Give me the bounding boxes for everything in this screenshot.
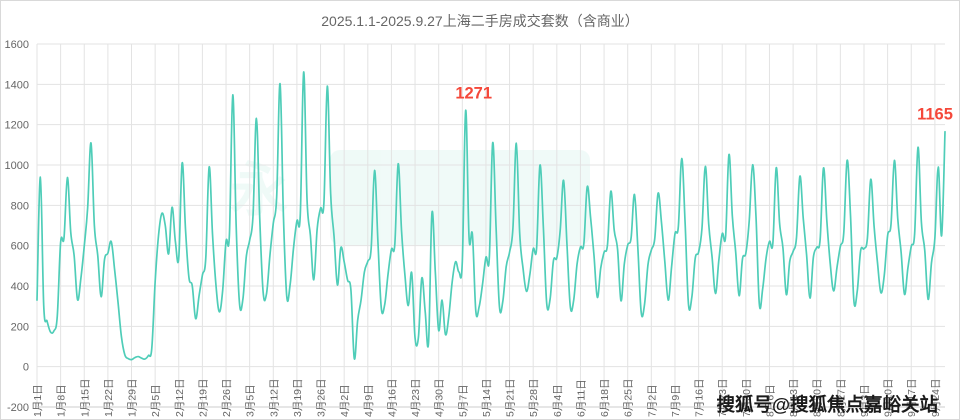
svg-text:1月29日: 1月29日 <box>127 378 139 417</box>
svg-text:7月2日: 7月2日 <box>646 384 658 417</box>
svg-text:7月16日: 7月16日 <box>694 378 706 417</box>
svg-text:1271: 1271 <box>455 84 492 102</box>
svg-text:4月23日: 4月23日 <box>410 378 422 417</box>
svg-text:1000: 1000 <box>5 160 29 172</box>
svg-text:1200: 1200 <box>5 120 29 132</box>
svg-text:6月4日: 6月4日 <box>552 384 564 417</box>
svg-text:5月7日: 5月7日 <box>457 384 469 417</box>
svg-text:0: 0 <box>23 362 29 374</box>
svg-text:1600: 1600 <box>5 39 29 51</box>
svg-text:6月25日: 6月25日 <box>623 378 635 417</box>
svg-text:200: 200 <box>11 321 29 333</box>
svg-text:7月9日: 7月9日 <box>670 384 682 417</box>
svg-text:-200: -200 <box>7 402 29 414</box>
svg-text:4月2日: 4月2日 <box>339 384 351 417</box>
svg-text:5月14日: 5月14日 <box>481 378 493 417</box>
svg-text:4月9日: 4月9日 <box>363 384 375 417</box>
svg-text:4月16日: 4月16日 <box>386 378 398 417</box>
svg-text:2月5日: 2月5日 <box>150 384 162 417</box>
svg-text:3月26日: 3月26日 <box>316 378 328 417</box>
svg-text:3月5日: 3月5日 <box>245 384 257 417</box>
svg-text:6月11日: 6月11日 <box>575 379 587 417</box>
svg-text:2月12日: 2月12日 <box>174 378 186 417</box>
svg-text:4月30日: 4月30日 <box>434 378 446 417</box>
svg-text:1400: 1400 <box>5 79 29 91</box>
svg-text:5月28日: 5月28日 <box>528 378 540 417</box>
svg-text:1月15日: 1月15日 <box>79 378 91 417</box>
svg-text:1月1日: 1月1日 <box>32 384 44 417</box>
svg-text:2月19日: 2月19日 <box>197 378 209 417</box>
svg-text:600: 600 <box>11 241 29 253</box>
svg-text:1月22日: 1月22日 <box>103 378 115 417</box>
svg-text:6月18日: 6月18日 <box>599 378 611 417</box>
svg-text:2月26日: 2月26日 <box>221 378 233 417</box>
svg-text:1165: 1165 <box>917 106 953 124</box>
svg-text:1月8日: 1月8日 <box>56 384 68 417</box>
svg-text:800: 800 <box>11 200 29 212</box>
svg-text:5月21日: 5月21日 <box>505 378 517 417</box>
svg-text:400: 400 <box>11 281 29 293</box>
svg-text:3月19日: 3月19日 <box>292 378 304 417</box>
svg-text:3月12日: 3月12日 <box>268 378 280 417</box>
